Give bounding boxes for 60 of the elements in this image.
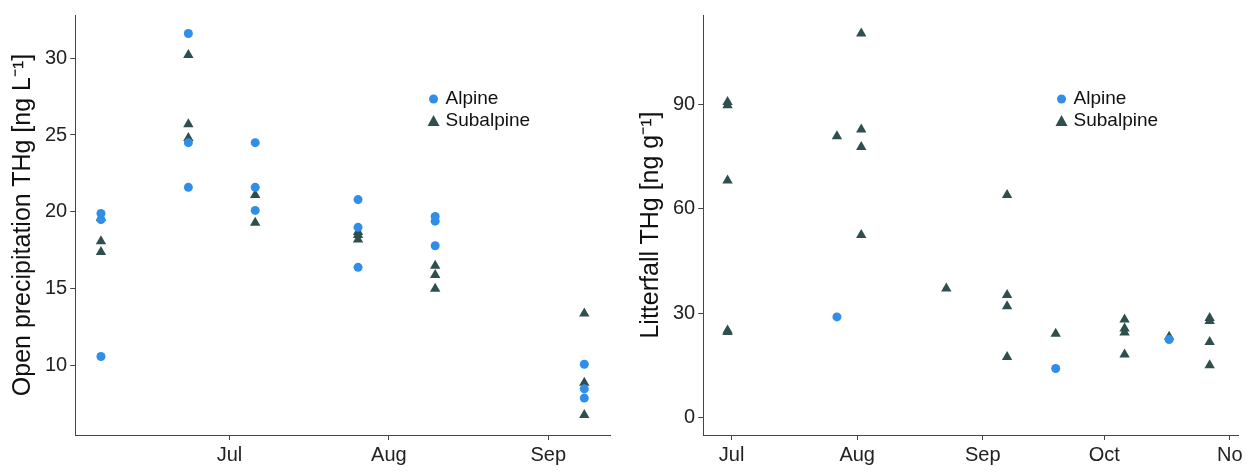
- legend-label: Alpine: [445, 87, 499, 109]
- point: [183, 118, 194, 128]
- x-tick-label: Oct: [1088, 442, 1121, 465]
- y-tick-label: 15: [45, 276, 68, 299]
- point: [1204, 336, 1215, 346]
- point: [1051, 363, 1061, 373]
- x-tick-label: Aug: [371, 442, 407, 465]
- y-tick-label: 90: [673, 91, 696, 114]
- point: [429, 259, 441, 269]
- point: [1050, 327, 1061, 337]
- point: [1001, 300, 1013, 310]
- point: [250, 205, 260, 215]
- x-tick-label: Sep: [964, 442, 1001, 465]
- y-axis-title: Open precipitation THg [ng L⁻¹]: [6, 53, 35, 397]
- point: [579, 384, 589, 394]
- point: [95, 235, 107, 245]
- y-axis-title: Litterfall THg [ng g⁻¹]: [634, 111, 663, 339]
- point: [579, 409, 590, 418]
- point: [856, 229, 867, 239]
- point: [96, 352, 106, 362]
- point: [250, 138, 260, 148]
- point: [250, 182, 260, 192]
- x-tick-label: Jul: [216, 442, 243, 465]
- y-tick-label: 25: [45, 122, 68, 145]
- point: [1119, 313, 1130, 323]
- point: [250, 216, 261, 226]
- point: [183, 182, 193, 192]
- point: [856, 123, 867, 133]
- point: [832, 312, 842, 322]
- point: [1001, 289, 1013, 298]
- legend-label: Subalpine: [1073, 109, 1159, 131]
- point: [353, 195, 363, 205]
- y-tick-label: 20: [45, 199, 68, 222]
- point: [183, 28, 193, 38]
- point: [183, 49, 194, 58]
- y-tick-label: 30: [45, 45, 68, 68]
- point: [856, 140, 867, 150]
- point: [183, 138, 193, 148]
- point: [1001, 350, 1013, 360]
- y-tick-label: 30: [673, 300, 696, 323]
- point: [1119, 348, 1130, 358]
- point: [579, 393, 589, 403]
- point: [579, 359, 589, 369]
- y-tick-label: 10: [45, 353, 68, 376]
- point: [95, 245, 107, 255]
- x-tick-label: Jul: [718, 442, 745, 465]
- legend-label: Subalpine: [445, 109, 531, 131]
- x-tick-label: No: [1217, 442, 1243, 465]
- point: [429, 269, 441, 278]
- point: [831, 130, 843, 140]
- x-tick-label: Aug: [839, 442, 875, 465]
- point: [429, 282, 441, 292]
- x-tick-label: Sep: [530, 442, 567, 465]
- legend-label: Alpine: [1073, 87, 1127, 109]
- point: [430, 241, 440, 251]
- y-tick-label: 0: [684, 405, 696, 428]
- point: [1164, 335, 1174, 345]
- point: [353, 262, 363, 272]
- point: [1001, 189, 1013, 199]
- y-tick-label: 60: [673, 196, 696, 219]
